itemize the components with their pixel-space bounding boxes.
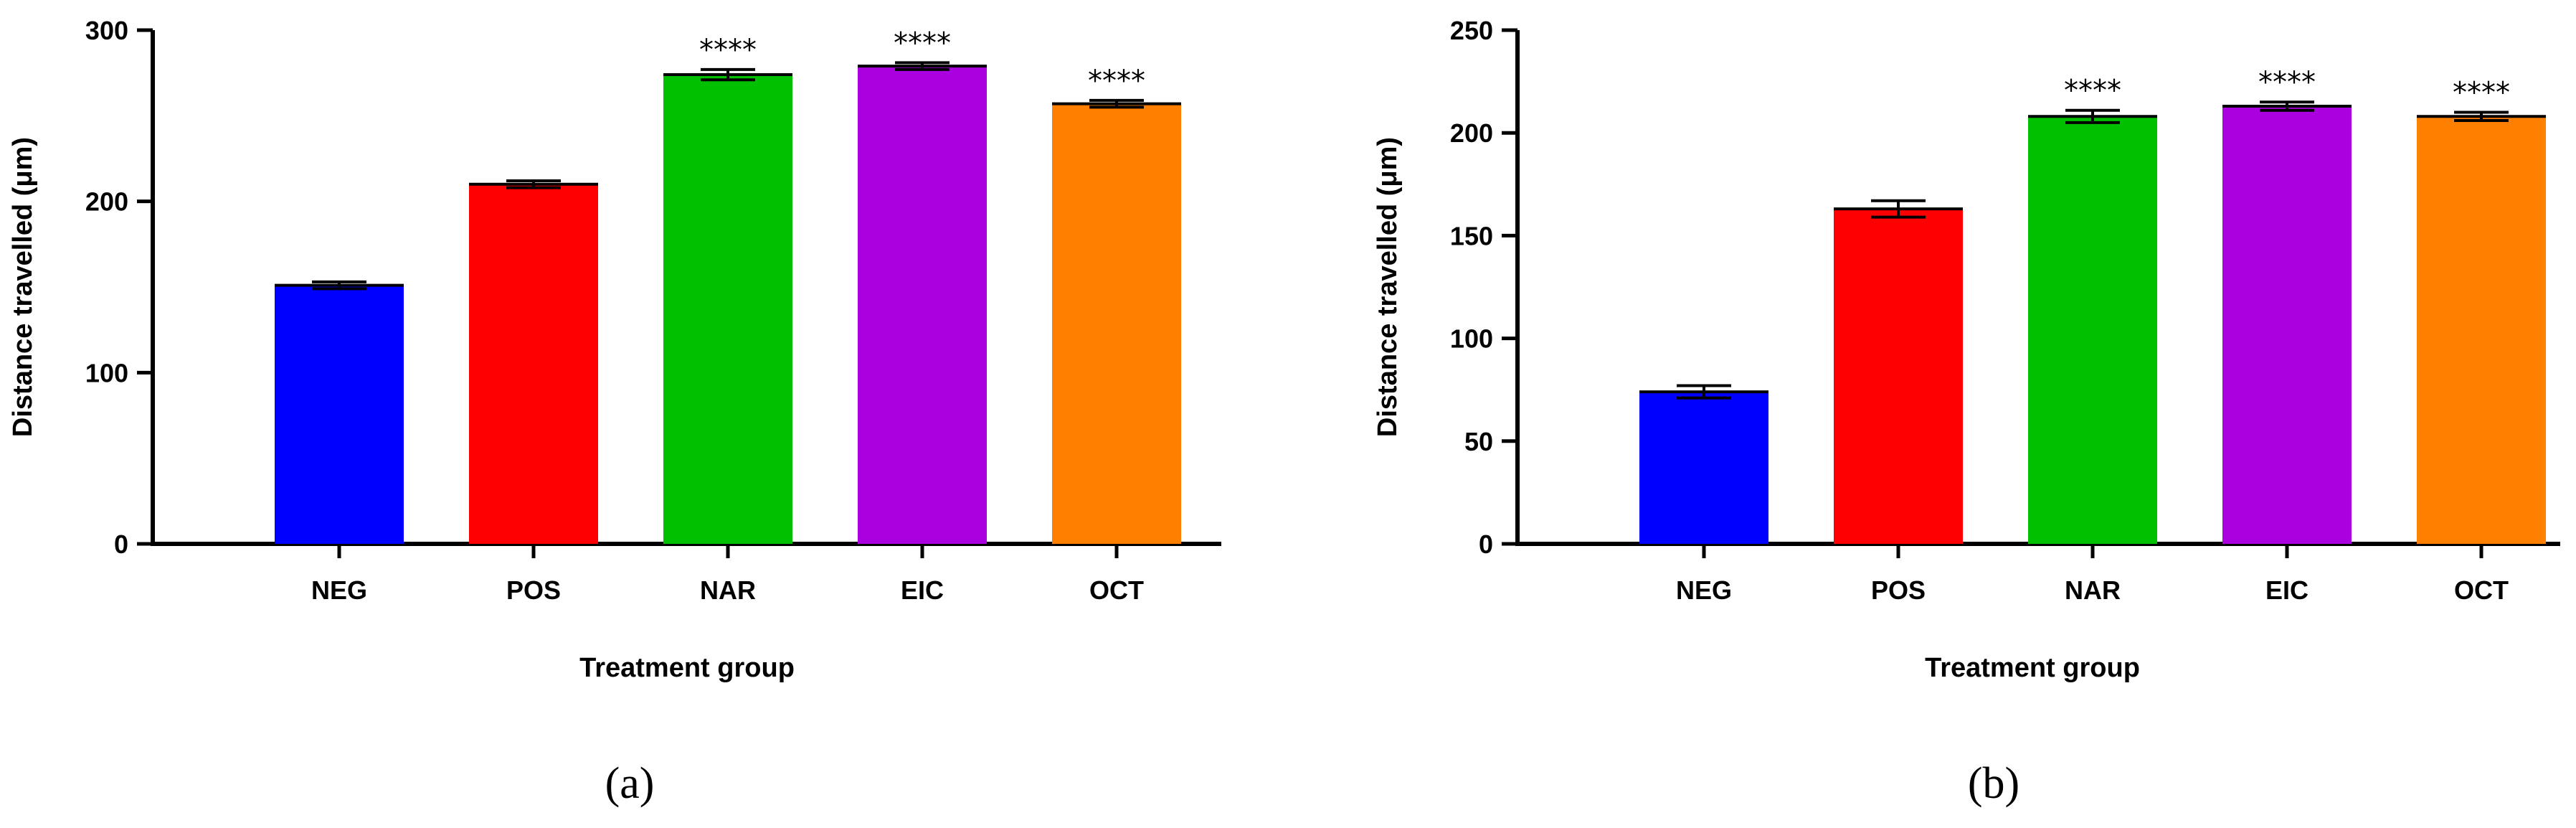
y-ticks: 0 100 200 300 bbox=[85, 16, 153, 559]
bar-eic bbox=[858, 66, 987, 545]
y-tick-label: 50 bbox=[1464, 427, 1493, 456]
bar-nar bbox=[2028, 116, 2157, 545]
panel-label-b: (b) bbox=[1968, 759, 2019, 808]
bar-oct bbox=[2417, 116, 2546, 545]
bars: **** **** **** bbox=[275, 27, 1181, 545]
y-tick-label: 200 bbox=[1450, 118, 1493, 148]
chart-panel-b: 0 50 100 150 200 250 **** **** **** NEG POS NAR EI… bbox=[1373, 16, 2560, 808]
bar-oct bbox=[1052, 103, 1181, 545]
x-tick-label: POS bbox=[506, 575, 561, 605]
x-tick-label: OCT bbox=[1089, 575, 1144, 605]
significance-marker: **** bbox=[894, 27, 951, 60]
bar-pos bbox=[469, 184, 598, 544]
x-tick-label: EIC bbox=[2265, 575, 2309, 605]
bar-eic bbox=[2222, 105, 2352, 544]
x-axis-title: Treatment group bbox=[579, 653, 795, 683]
significance-marker: **** bbox=[2258, 66, 2316, 99]
significance-marker: **** bbox=[2453, 77, 2510, 110]
significance-marker: **** bbox=[1088, 65, 1145, 98]
x-axis-title: Treatment group bbox=[1925, 653, 2140, 683]
x-ticks: NEG POS NAR EIC OCT bbox=[311, 544, 1144, 605]
y-tick-label: 300 bbox=[85, 16, 128, 45]
x-tick-label: OCT bbox=[2454, 575, 2509, 605]
x-tick-label: NAR bbox=[2065, 575, 2121, 605]
panel-label-a: (a) bbox=[605, 759, 655, 808]
bar-neg bbox=[1639, 392, 1768, 544]
bar-neg bbox=[275, 285, 404, 544]
y-tick-label: 0 bbox=[114, 530, 128, 559]
y-tick-label: 0 bbox=[1479, 530, 1493, 559]
y-axis-title: Distance travelled (μm) bbox=[8, 137, 38, 437]
x-tick-label: NAR bbox=[700, 575, 756, 605]
bars: **** **** **** bbox=[1639, 66, 2546, 545]
bar-nar bbox=[663, 75, 792, 544]
x-ticks: NEG POS NAR EIC OCT bbox=[1676, 544, 2509, 605]
significance-marker: **** bbox=[699, 34, 757, 67]
y-tick-label: 100 bbox=[85, 358, 128, 387]
x-tick-label: EIC bbox=[901, 575, 944, 605]
y-tick-label: 150 bbox=[1450, 221, 1493, 250]
y-tick-label: 100 bbox=[1450, 324, 1493, 354]
x-tick-label: NEG bbox=[311, 575, 367, 605]
y-ticks: 0 50 100 150 200 250 bbox=[1450, 16, 1517, 559]
bar-pos bbox=[1834, 209, 1963, 544]
x-tick-label: NEG bbox=[1676, 575, 1732, 605]
y-tick-label: 250 bbox=[1450, 16, 1493, 45]
y-tick-label: 200 bbox=[85, 187, 128, 217]
y-axis-title: Distance travelled (μm) bbox=[1373, 137, 1403, 437]
significance-marker: **** bbox=[2064, 75, 2121, 108]
x-tick-label: POS bbox=[1871, 575, 1926, 605]
